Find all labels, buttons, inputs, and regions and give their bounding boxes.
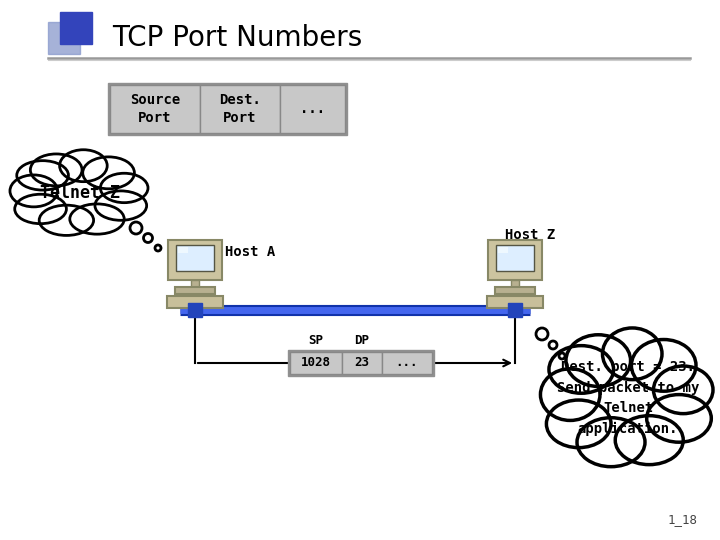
Circle shape (536, 328, 548, 340)
Ellipse shape (541, 369, 600, 421)
Bar (176, 245, 214, 271)
Bar (290, 352, 342, 374)
Ellipse shape (17, 161, 68, 190)
Bar (487, 296, 543, 308)
Text: Source
Port: Source Port (130, 93, 180, 125)
Text: SP: SP (308, 334, 323, 347)
Ellipse shape (549, 346, 613, 393)
Text: Dest. port = 23.
Send packet to my
Telnet
application.: Dest. port = 23. Send packet to my Telne… (557, 360, 699, 436)
Bar (288, 350, 434, 376)
Circle shape (130, 222, 142, 234)
Text: Telnet Z: Telnet Z (40, 184, 120, 202)
Text: Host A: Host A (225, 245, 275, 259)
Ellipse shape (603, 328, 662, 380)
Ellipse shape (566, 335, 631, 387)
Bar (48, 22, 80, 54)
Bar (508, 303, 522, 317)
Ellipse shape (577, 418, 645, 467)
Text: 1028: 1028 (301, 356, 331, 369)
Ellipse shape (5, 155, 155, 231)
Ellipse shape (60, 150, 107, 181)
Ellipse shape (100, 173, 148, 202)
Ellipse shape (534, 337, 720, 459)
Ellipse shape (546, 400, 611, 448)
Bar (511, 280, 519, 287)
Ellipse shape (83, 157, 135, 189)
Circle shape (549, 341, 557, 349)
Bar (488, 240, 542, 280)
Ellipse shape (14, 194, 66, 224)
Ellipse shape (616, 416, 683, 464)
Bar (496, 245, 534, 271)
Text: ...: ... (300, 102, 325, 116)
Text: 23: 23 (354, 356, 369, 369)
Bar (178, 247, 188, 253)
Ellipse shape (30, 154, 82, 186)
Bar (495, 287, 535, 294)
Bar (108, 83, 347, 135)
Bar (200, 85, 280, 133)
Text: 1_18: 1_18 (668, 513, 698, 526)
Bar (382, 352, 432, 374)
Bar (342, 352, 382, 374)
Ellipse shape (631, 340, 696, 391)
Bar (498, 247, 508, 253)
Circle shape (559, 353, 565, 359)
Bar (191, 280, 199, 287)
Bar (60, 12, 92, 44)
Text: Host Z: Host Z (505, 228, 555, 242)
Circle shape (155, 245, 161, 251)
Text: ...: ... (396, 356, 418, 369)
Bar (110, 85, 200, 133)
Circle shape (143, 233, 153, 242)
Bar (167, 296, 223, 308)
Bar (188, 303, 202, 317)
Bar (280, 85, 345, 133)
Bar (168, 240, 222, 280)
Text: DP: DP (354, 334, 369, 347)
Text: Dest.
Port: Dest. Port (219, 93, 261, 125)
Ellipse shape (95, 191, 147, 220)
Ellipse shape (654, 366, 713, 414)
Ellipse shape (647, 395, 711, 442)
Ellipse shape (70, 204, 125, 234)
Bar (175, 287, 215, 294)
Ellipse shape (10, 175, 58, 207)
Text: TCP Port Numbers: TCP Port Numbers (112, 24, 362, 52)
Ellipse shape (39, 205, 94, 235)
